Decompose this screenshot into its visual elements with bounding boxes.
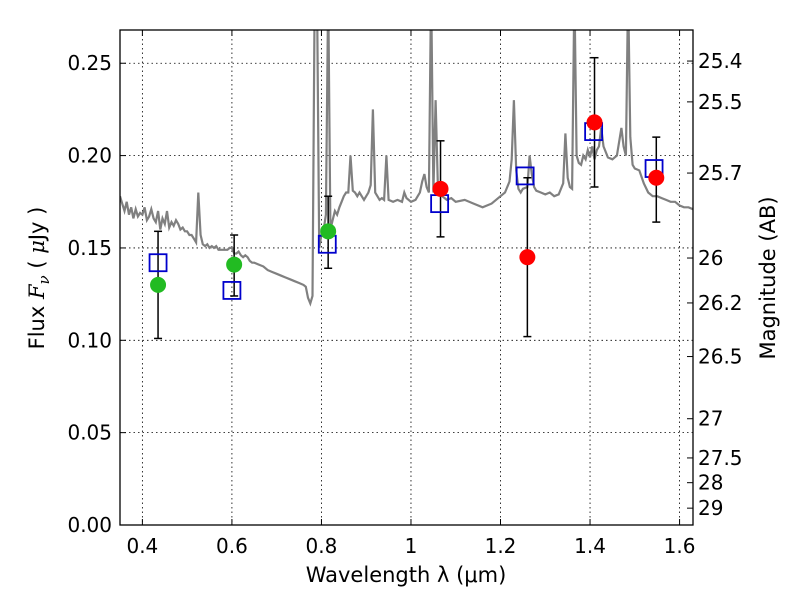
x-tick-label: 1.2: [485, 534, 517, 558]
data-marks: [148, 56, 665, 340]
photometry-point-red: [432, 180, 449, 197]
model-spectrum: [120, 30, 693, 307]
x-tick-label: 1: [405, 534, 418, 558]
photometry-point-green: [226, 256, 243, 273]
mag-tick-label: 26: [698, 246, 723, 270]
y-tick-label: 0.10: [67, 328, 112, 352]
model-flux-square: [222, 281, 242, 300]
axis-ticks: 0.4 0.6 0.8 1 1.2 1.4 1.6 0.00 0.05 0.10 0.15 0.20 0…: [67, 30, 743, 558]
y-tick-label: 0.25: [67, 51, 112, 75]
x-tick-label: 0.8: [306, 534, 338, 558]
mag-tick-label: 27.5: [698, 446, 743, 470]
y-tick-label: 0.15: [67, 236, 112, 260]
mag-tick-label: 25.4: [698, 49, 743, 73]
grid: [120, 30, 693, 526]
photometry-point-green: [150, 276, 167, 293]
mag-tick-label: 25.5: [698, 90, 743, 114]
mag-tick-label: 25.7: [698, 161, 743, 185]
photometry-point-green: [320, 223, 337, 240]
x-tick-label: 1.6: [664, 534, 696, 558]
model-flux-square: [515, 166, 535, 186]
x-tick-label: 0.4: [126, 534, 158, 558]
x-tick-label: 0.6: [216, 534, 248, 558]
photometry-point-red: [648, 169, 665, 186]
x-tick-label: 1.4: [574, 534, 606, 558]
mag-tick-label: 28: [698, 471, 723, 495]
y-tick-label: 0.00: [67, 513, 112, 537]
plot-frame: [119, 29, 694, 526]
photometry-point-red: [586, 114, 603, 131]
x-axis-label: Wavelength λ (μm): [306, 563, 507, 587]
y-tick-label: 0.20: [67, 144, 112, 168]
y-axis-label: Flux Fν ( μJy ): [25, 207, 53, 350]
mag-tick-label: 27: [698, 407, 723, 431]
mag-tick-label: 29: [698, 496, 723, 520]
right-axis-label: Magnitude (AB): [756, 196, 780, 359]
mag-tick-label: 26.2: [698, 291, 743, 315]
spectrum-line: [120, 30, 693, 307]
model-flux-square: [148, 253, 168, 273]
mag-tick-label: 26.5: [698, 345, 743, 369]
y-tick-label: 0.05: [67, 421, 112, 445]
photometry-point-red: [519, 249, 536, 266]
